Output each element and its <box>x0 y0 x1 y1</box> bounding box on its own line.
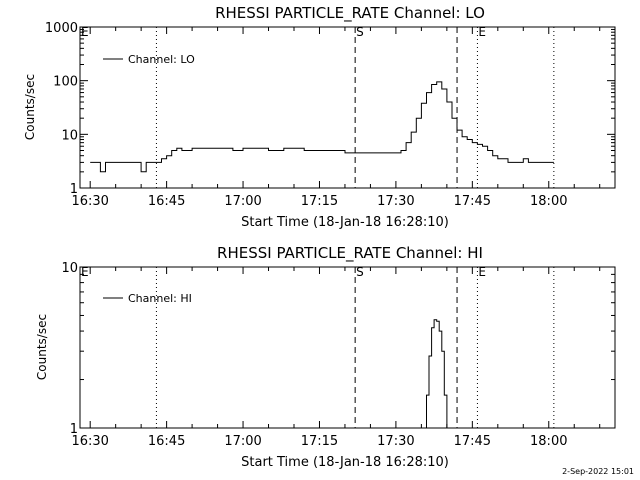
x-tick-label: 18:00 <box>530 194 567 209</box>
y-axis-label: Counts/sec <box>23 74 37 140</box>
x-tick-label: 16:30 <box>71 434 108 449</box>
y-tick-label: 10 <box>61 261 78 276</box>
legend: Channel: HI <box>103 292 192 305</box>
x-axis-label: Start Time (18-Jan-18 16:28:10) <box>241 455 449 470</box>
legend-label: Channel: HI <box>128 292 192 305</box>
chart-panel-lo: RHESSI PARTICLE_RATE Channel: LO Start T… <box>23 4 616 230</box>
x-axis-label: Start Time (18-Jan-18 16:28:10) <box>241 215 449 230</box>
x-tick-label: 18:00 <box>530 434 567 449</box>
marker-label: E <box>478 265 486 279</box>
legend: Channel: LO <box>103 53 195 66</box>
y-tick-label: 1000 <box>45 21 78 36</box>
x-tick-label: 17:15 <box>301 194 338 209</box>
y-tick-label: 100 <box>53 75 78 90</box>
marker-label: E <box>478 25 486 39</box>
marker-label: S <box>356 265 364 279</box>
footer-date: 2-Sep-2022 15:01 <box>562 467 634 476</box>
chart-panel-hi: RHESSI PARTICLE_RATE Channel: HI Start T… <box>35 244 616 470</box>
x-tick-label: 17:30 <box>377 194 414 209</box>
x-tick-label: 17:45 <box>454 194 491 209</box>
x-tick-label: 17:00 <box>224 194 261 209</box>
x-tick-label: 16:30 <box>71 194 108 209</box>
y-tick-label: 1 <box>70 182 78 197</box>
x-tick-label: 17:15 <box>301 434 338 449</box>
y-tick-label: 10 <box>61 128 78 143</box>
x-tick-label: 16:45 <box>148 434 185 449</box>
x-tick-label: 17:30 <box>377 434 414 449</box>
y-tick-label: 1 <box>70 422 78 437</box>
y-axis-label: Counts/sec <box>35 314 49 380</box>
plot-frame <box>79 26 616 189</box>
chart-title: RHESSI PARTICLE_RATE Channel: HI <box>217 244 483 263</box>
x-tick-label: 16:45 <box>148 194 185 209</box>
marker-label: E <box>81 265 89 279</box>
x-tick-label: 17:00 <box>224 434 261 449</box>
marker-label: S <box>356 25 364 39</box>
marker-label: E <box>81 25 89 39</box>
series-line <box>423 319 448 429</box>
x-tick-label: 17:45 <box>454 434 491 449</box>
series-line <box>90 81 554 173</box>
legend-label: Channel: LO <box>128 53 195 66</box>
chart-title: RHESSI PARTICLE_RATE Channel: LO <box>215 4 485 23</box>
